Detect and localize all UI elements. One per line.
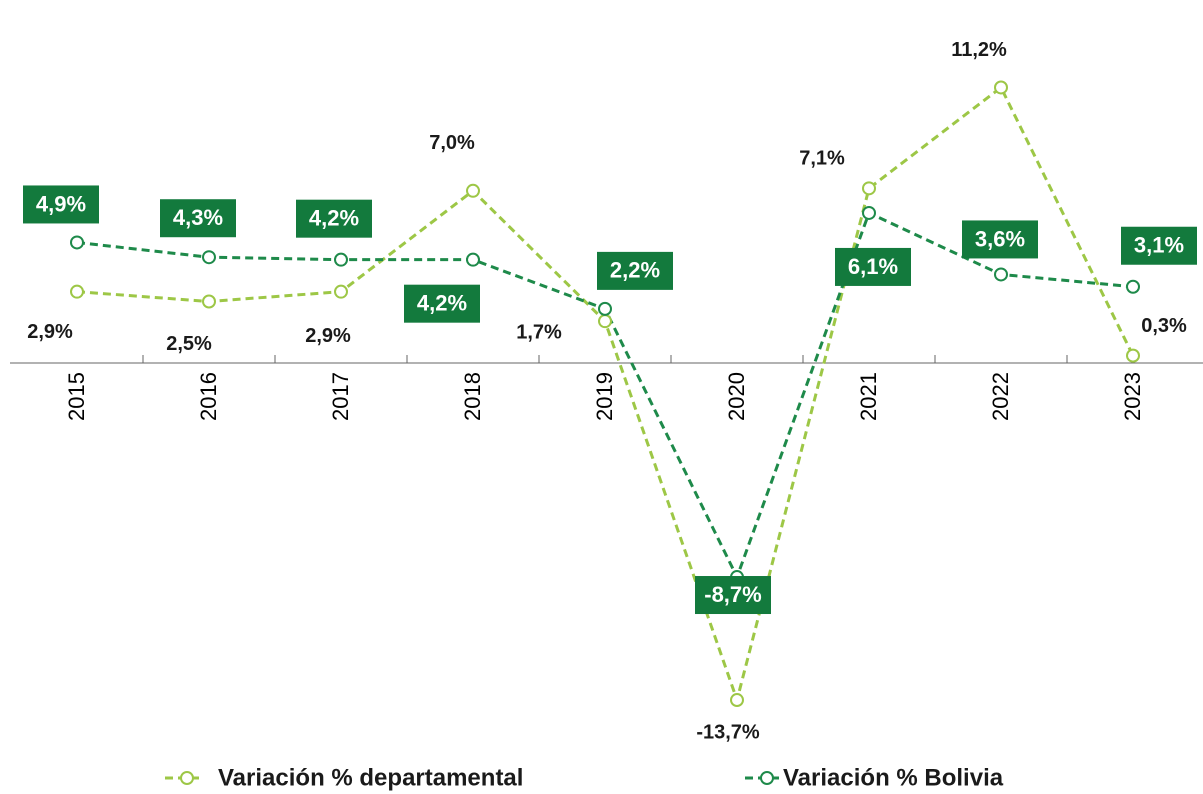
label-box <box>835 247 911 286</box>
data-label: -13,7% <box>696 721 760 743</box>
data-label: 4,3% <box>173 205 223 230</box>
x-tick-label: 2015 <box>64 372 89 421</box>
legend-marker <box>760 771 774 785</box>
x-tick-label: 2017 <box>328 372 353 421</box>
x-tick-label: 2019 <box>592 372 617 421</box>
data-label: 2,5% <box>166 333 212 355</box>
point <box>466 252 480 267</box>
x-tick-label: 2020 <box>724 372 749 421</box>
data-label: 2,9% <box>305 325 351 347</box>
point <box>70 235 84 250</box>
data-label: 4,9% <box>36 191 86 216</box>
data-label: -8,7% <box>704 582 761 607</box>
data-label: 2,9% <box>27 321 73 343</box>
x-tick-label: 2021 <box>856 372 881 421</box>
legend-label: Variación % departamental <box>218 764 523 791</box>
label-box <box>160 199 236 238</box>
label-box <box>597 251 673 290</box>
point <box>862 181 876 196</box>
legend-label: Variación % Bolivia <box>783 764 1004 791</box>
point <box>994 267 1008 282</box>
data-label: 3,6% <box>975 226 1025 251</box>
data-label: 4,2% <box>417 290 467 315</box>
point <box>334 284 348 299</box>
label-box <box>1121 226 1197 265</box>
data-label: 6,1% <box>848 254 898 279</box>
x-tick-label: 2023 <box>1120 372 1145 421</box>
data-label: 0,3% <box>1141 315 1187 337</box>
data-label: 7,1% <box>799 148 845 170</box>
data-label: 1,7% <box>516 321 562 343</box>
point <box>598 301 612 316</box>
data-label: 2,2% <box>610 258 660 283</box>
point <box>334 252 348 267</box>
point <box>994 80 1008 95</box>
data-label: 7,0% <box>429 132 475 154</box>
data-label: 11,2% <box>951 39 1007 61</box>
point <box>598 314 612 329</box>
point <box>202 294 216 309</box>
data-label: 4,2% <box>309 205 359 230</box>
x-tick-label: 2018 <box>460 372 485 421</box>
point <box>202 250 216 265</box>
x-tick-label: 2022 <box>988 372 1013 421</box>
point <box>70 284 84 299</box>
point <box>1126 348 1140 363</box>
label-box <box>404 284 480 323</box>
data-label: 3,1% <box>1134 233 1184 258</box>
point <box>466 183 480 198</box>
label-box <box>695 576 771 615</box>
point <box>730 693 744 708</box>
legend-marker <box>180 771 194 785</box>
point <box>1126 279 1140 294</box>
label-box <box>23 185 99 224</box>
label-box <box>296 199 372 238</box>
x-tick-label: 2016 <box>196 372 221 421</box>
label-box <box>962 220 1038 259</box>
point <box>862 205 876 220</box>
